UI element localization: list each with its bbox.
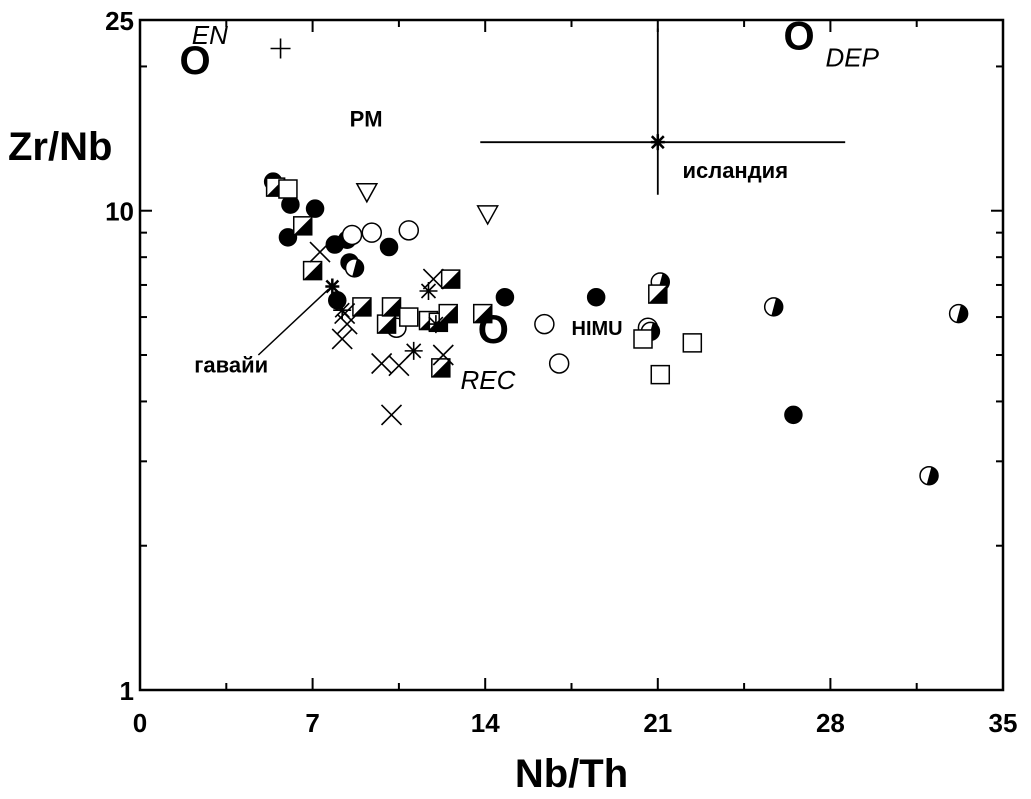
data-point-asterisk [426,315,445,334]
annotation-label: HIMU [572,318,623,340]
data-point-x-cross [331,328,353,350]
annotation-label: PM [350,106,383,131]
data-point-half-filled-square [302,260,323,281]
annotation-label: гавайи [194,352,268,377]
x-tick-label: 21 [643,708,672,738]
data-point-half-filled-square [431,358,451,378]
annotation-label: EN [192,20,228,50]
data-point-x-cross [388,355,410,377]
x-axis-title: Nb/Th [515,752,628,796]
annotation-label: O [179,39,210,83]
data-point-half-filled-circle [948,303,969,324]
data-point-x-cross [371,352,393,375]
data-point-half-filled-square [648,284,668,304]
data-point-open-circle [548,353,570,374]
data-point-open-square [682,333,703,353]
data-point-filled-circle [379,237,399,257]
data-point-filled-circle [305,199,325,218]
annotation-label: исландия [682,158,788,183]
data-point-asterisk [333,301,352,320]
reference-star [325,278,340,295]
reference-star [650,134,665,151]
data-point-half-filled-square [352,297,372,317]
data-point-x-cross [380,404,403,426]
data-point-half-filled-circle [919,465,939,486]
data-point-half-filled-square [438,303,458,324]
y-tick-label: 10 [105,197,134,227]
data-point-open-square [278,179,298,199]
data-point-half-filled-square [440,269,461,289]
data-point-filled-circle [278,228,298,247]
annotation-label: O [784,14,815,58]
leader-line [257,288,329,356]
data-point-half-filled-square [292,216,313,236]
data-point-open-triangle-down [355,183,379,204]
data-point-x-cross [432,344,454,366]
data-point-asterisk [419,281,438,300]
x-tick-label: 28 [816,708,845,738]
y-tick-label: 25 [105,6,134,36]
data-point-half-filled-circle [344,258,365,278]
data-point-x-cross [309,241,331,263]
data-point-filled-circle [586,287,606,307]
data-point-half-filled-square [472,303,493,324]
y-axis-title: Zr/Nb [8,125,112,169]
annotation-label: REC [461,365,516,395]
data-point-open-square [633,329,653,349]
data-point-filled-circle [784,405,803,425]
data-point-x-cross [422,268,444,290]
data-point-open-circle [361,222,383,243]
x-tick-label: 14 [471,708,500,738]
data-point-plus [270,38,291,59]
data-point-open-circle [341,224,363,246]
plot-frame [138,18,1005,692]
y-tick-label: 1 [120,676,134,706]
x-tick-label: 35 [989,708,1018,738]
x-tick-label: 0 [133,708,147,738]
data-point-open-square [399,307,419,327]
annotation-label: O [478,308,509,352]
data-point-filled-circle [495,287,515,307]
data-point-open-square [650,364,671,385]
data-point-half-filled-circle [763,297,784,317]
data-point-x-cross [336,313,358,335]
data-point-asterisk [404,341,423,360]
data-point-open-circle [398,220,420,241]
data-point-half-filled-square [376,314,397,334]
annotation-label: DEP [825,42,879,72]
data-point-open-triangle-down [476,205,499,226]
x-tick-label: 7 [305,708,319,738]
data-point-half-filled-square [381,297,402,317]
data-point-open-circle [534,313,555,335]
